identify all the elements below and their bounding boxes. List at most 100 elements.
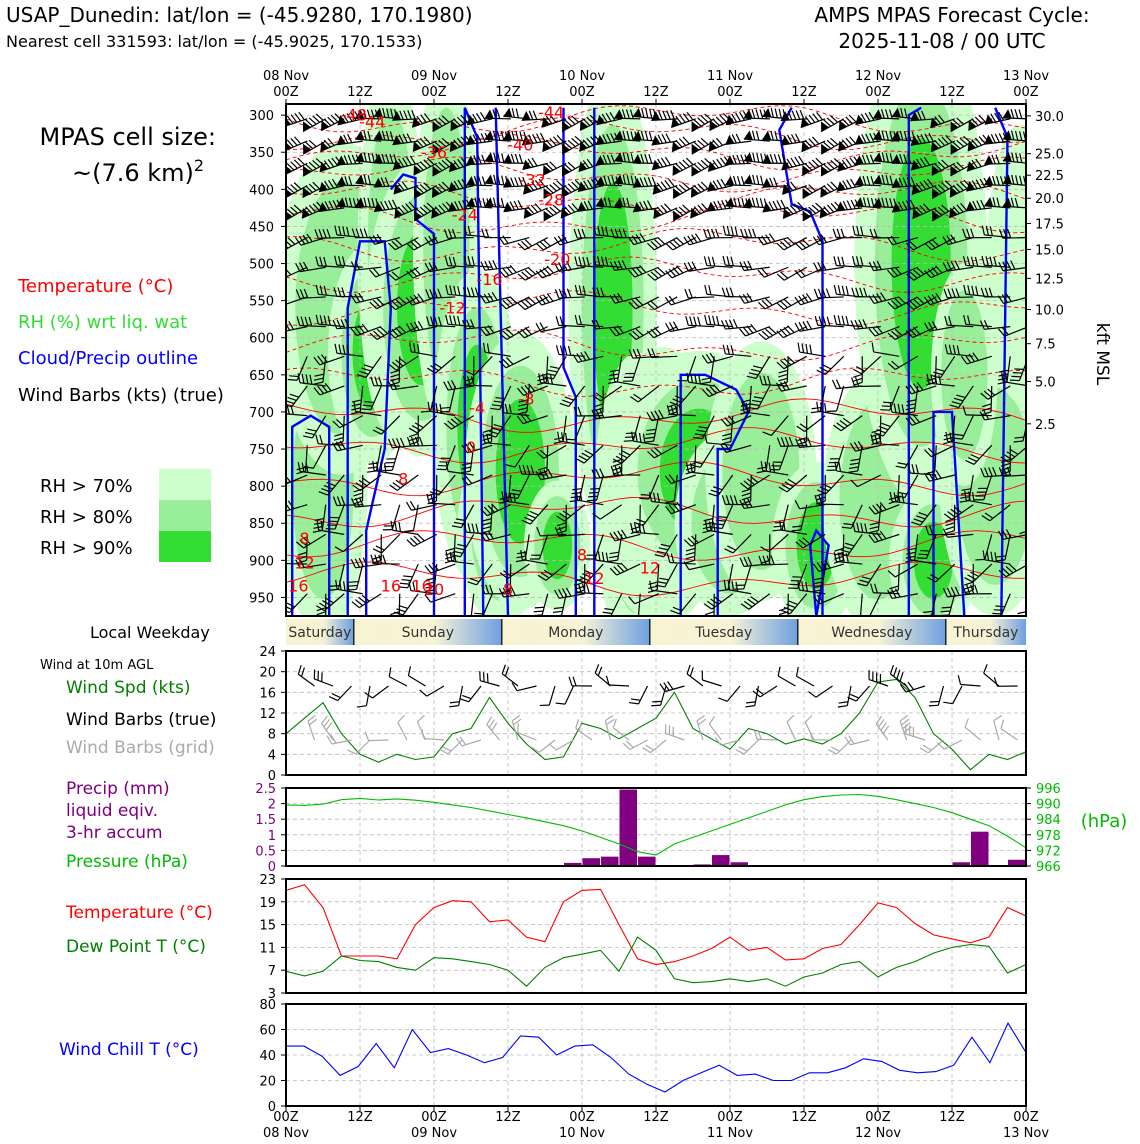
- barb-feather: [663, 724, 669, 733]
- panel-ytick-label: 60: [259, 1024, 276, 1039]
- surface-wind-barb-grid: [828, 734, 851, 757]
- kft-tick-label: 7.5: [1035, 338, 1056, 353]
- surface-wind-barb-true: [569, 677, 592, 686]
- barb-shaft: [424, 738, 444, 740]
- surface-wind-barb-grid: [365, 731, 388, 741]
- rh80-swatch: [159, 500, 211, 531]
- time-tick-hour: 12Z: [791, 85, 817, 100]
- barb-shaft: [356, 740, 370, 754]
- barb-shaft: [787, 722, 795, 740]
- panel-ytick-label: 19: [259, 896, 276, 911]
- barb-shaft: [480, 681, 499, 686]
- surface-wind-barb-grid: [754, 730, 777, 740]
- temperature-contour-label: -32: [520, 171, 546, 190]
- dewpoint-label: Dew Point T (°C): [66, 937, 206, 957]
- precip-label-1: Precip (mm): [66, 779, 170, 799]
- wind10m-title: Wind at 10m AGL: [40, 658, 154, 673]
- barb-feather: [277, 270, 283, 279]
- temperature-contour-label: 20: [424, 580, 444, 599]
- surface-wind-barb-true: [556, 682, 574, 707]
- barb-feather: [998, 720, 1006, 729]
- surface-wind-barb-grid: [804, 715, 822, 740]
- pressure-tick-label: 550: [249, 295, 274, 310]
- kft-tick-label: 25.0: [1035, 148, 1064, 163]
- surface-wind-barb-true: [387, 667, 412, 686]
- barb-feather: [786, 715, 795, 722]
- pressure-axis-unit: (hPa): [1081, 811, 1128, 832]
- barb-shaft: [517, 686, 536, 691]
- surface-wind-barb-true: [357, 684, 370, 708]
- kft-tick-label: 12.5: [1035, 272, 1064, 287]
- temperature-contour-label: 0: [466, 438, 476, 457]
- surface-wind-barb-true: [540, 683, 555, 708]
- pressure-tick-label: 350: [249, 146, 274, 161]
- barb-shaft: [408, 676, 425, 686]
- barb-feather: [450, 700, 459, 705]
- pressure-tick-label: 700: [249, 406, 274, 421]
- surface-wind-barb-true: [776, 667, 800, 686]
- bottom-time-hour: 12Z: [939, 1110, 965, 1125]
- barb-feather: [958, 675, 962, 684]
- barb-shaft: [487, 725, 500, 740]
- pressure-tick-label: 500: [249, 258, 274, 273]
- temperature-contour-label: 12: [584, 569, 604, 588]
- panel-ytick-label: 2.5: [255, 782, 276, 797]
- surface-wind-barb-true: [406, 666, 430, 686]
- surface-wind-barb-true: [745, 684, 758, 708]
- barb-feather: [315, 671, 321, 680]
- pressure-label: Pressure (hPa): [66, 852, 188, 872]
- barb-shaft: [502, 674, 518, 686]
- weekday-label: Local Weekday: [90, 623, 210, 642]
- barb-shaft: [448, 740, 462, 754]
- kft-tick-label: 15.0: [1035, 243, 1064, 258]
- temperature-contour-label: 8: [503, 580, 513, 599]
- kft-tick-label: 30.0: [1035, 110, 1064, 125]
- barb-shaft: [760, 686, 777, 697]
- barb-feather: [420, 688, 427, 697]
- wind-grid-label: Wind Barbs (grid): [66, 738, 215, 758]
- rh90-label: RH > 90%: [40, 538, 133, 559]
- temperature-contour-label: -8: [519, 390, 535, 409]
- barb-feather: [718, 696, 727, 704]
- panel-ytick-label: 0.5: [255, 844, 276, 859]
- temperature-contour-label: 16: [381, 577, 401, 596]
- bottom-time-hour: 12Z: [643, 1110, 669, 1125]
- barb-feather: [838, 704, 847, 709]
- surface-wind-barb-grid: [786, 715, 804, 740]
- barb-shaft: [338, 686, 352, 701]
- panel-ytick-label: 40: [259, 1049, 276, 1064]
- bottom-time-hour: 12Z: [791, 1110, 817, 1125]
- rh-region-90: [543, 512, 573, 580]
- panel-ytick-label: 20: [259, 666, 276, 681]
- barb-shaft: [816, 686, 833, 697]
- temperature-contour-label: 8: [299, 529, 309, 548]
- panel-ytick-label: 11: [259, 941, 276, 956]
- surface-wind-barb-grid: [327, 731, 351, 744]
- kft-tick-label: 5.0: [1035, 376, 1056, 391]
- wind-true-label: Wind Barbs (true): [66, 710, 216, 730]
- barb-feather: [477, 671, 482, 680]
- surface-wind-barb-grid: [421, 729, 445, 740]
- precip-bar: [620, 790, 638, 866]
- kft-tick-label: 2.5: [1035, 418, 1056, 433]
- panel-ytick-label: 24: [259, 645, 276, 660]
- cycle-time: 2025-11-08 / 00 UTC: [838, 29, 1045, 53]
- panel-ytick-label: 20: [259, 1075, 276, 1090]
- temperature-contour-label: 8: [577, 545, 587, 564]
- pressure-tick-label: 800: [249, 480, 274, 495]
- surface-wind-barb-grid: [515, 723, 540, 740]
- barb-shaft: [398, 722, 407, 740]
- pressure-ytick-label: 972: [1036, 844, 1061, 859]
- rh80-label: RH > 80%: [40, 507, 133, 528]
- station-title: USAP_Dunedin: lat/lon = (-45.9280, 170.1…: [6, 3, 473, 27]
- time-tick-hour: 12Z: [643, 85, 669, 100]
- barb-feather: [449, 704, 458, 709]
- surface-wind-barb-grid: [485, 717, 507, 740]
- barb-feather: [278, 554, 281, 563]
- surface-wind-barb-grid: [993, 715, 1008, 740]
- weekday-name: Sunday: [402, 625, 454, 641]
- barb-shaft: [778, 676, 795, 686]
- panel-ytick-label: 2: [268, 798, 276, 813]
- panel-ytick-label: 8: [268, 728, 276, 743]
